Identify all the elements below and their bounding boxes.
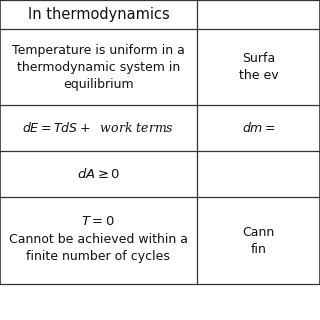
Text: Temperature is uniform in a
thermodynamic system in
equilibrium: Temperature is uniform in a thermodynami… (12, 44, 185, 91)
Text: Cann
fin: Cann fin (242, 226, 275, 256)
Text: Surfa
the ev: Surfa the ev (239, 52, 278, 82)
Text: In thermodynamics: In thermodynamics (28, 7, 169, 22)
Text: $T = 0$: $T = 0$ (82, 215, 115, 228)
Text: $dm =$: $dm =$ (242, 121, 275, 135)
Text: $dE = TdS +$  work terms: $dE = TdS +$ work terms (22, 121, 174, 135)
Text: Cannot be achieved within a
finite number of cycles: Cannot be achieved within a finite numbe… (9, 233, 188, 262)
Text: $dA \geq 0$: $dA \geq 0$ (77, 167, 120, 181)
